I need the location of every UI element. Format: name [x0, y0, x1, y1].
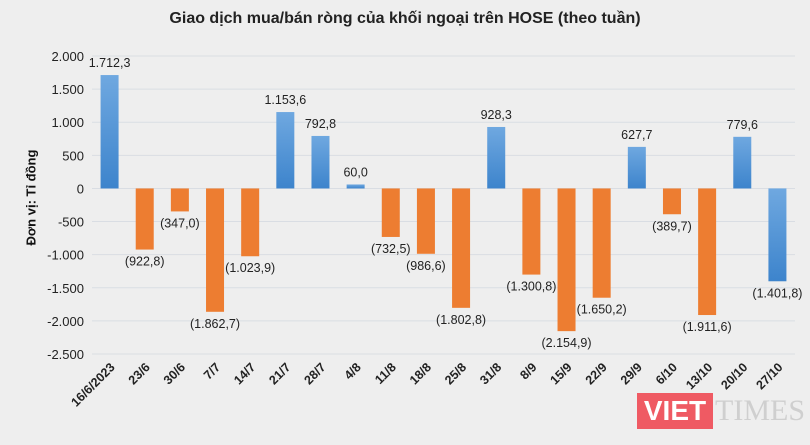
y-tick-label: -2.000 [47, 314, 84, 329]
data-label: 627,7 [621, 128, 652, 142]
bar [170, 188, 189, 212]
data-label: (922,8) [125, 255, 165, 269]
x-tick-label: 23/6 [126, 360, 153, 387]
x-tick-label: 11/8 [372, 360, 399, 387]
data-label: (1.802,8) [436, 313, 486, 327]
data-label: 779,6 [727, 118, 758, 132]
x-tick-label: 25/8 [442, 360, 469, 387]
data-label: (1.401,8) [752, 286, 802, 300]
x-tick-label: 21/7 [266, 360, 293, 387]
bar [241, 188, 260, 257]
bar [522, 188, 541, 275]
x-tick-label: 7/7 [201, 360, 223, 382]
bar [698, 188, 717, 316]
y-tick-label: -1.500 [47, 281, 84, 296]
x-tick-label: 8/9 [517, 360, 539, 382]
y-tick-label: 1.500 [51, 82, 84, 97]
data-label: (347,0) [160, 216, 200, 230]
bar [311, 135, 330, 189]
bar [276, 112, 295, 189]
bar [557, 188, 576, 332]
data-label: (1.023,9) [225, 261, 275, 275]
bar [100, 75, 119, 189]
data-label: 928,3 [481, 108, 512, 122]
y-tick-label: 500 [62, 148, 84, 163]
data-label: 792,8 [305, 117, 336, 131]
data-label: (389,7) [652, 219, 692, 233]
bar [627, 146, 646, 189]
x-tick-label: 18/8 [407, 360, 434, 387]
x-tick-label: 31/8 [477, 360, 504, 387]
data-label: (1.862,7) [190, 317, 240, 331]
data-label: (1.300,8) [506, 280, 556, 294]
bar [487, 126, 506, 189]
bar [381, 188, 400, 237]
y-tick-label: -500 [58, 215, 84, 230]
bar [452, 188, 471, 308]
y-tick-label: -1.000 [47, 248, 84, 263]
y-tick-label: 0 [77, 181, 84, 196]
x-tick-label: 28/7 [301, 360, 328, 387]
data-label: (986,6) [406, 259, 446, 273]
x-tick-label: 6/10 [653, 360, 680, 387]
x-tick-label: 22/9 [583, 360, 610, 387]
x-tick-label: 30/6 [161, 360, 188, 387]
x-tick-label: 4/8 [342, 360, 364, 382]
bar [206, 188, 225, 312]
x-tick-label: 14/7 [231, 360, 258, 387]
bar [346, 184, 365, 189]
logo-times: TIMES [715, 394, 805, 427]
data-label: 1.712,3 [89, 56, 131, 70]
bar [733, 136, 752, 189]
bar [416, 188, 435, 254]
bar [135, 188, 154, 250]
data-label: 1.153,6 [264, 93, 306, 107]
x-tick-label: 15/9 [548, 360, 575, 387]
x-tick-label: 29/9 [618, 360, 645, 387]
chart-title: Giao dịch mua/bán ròng của khối ngoại tr… [169, 10, 641, 27]
logo-viet: VIET [637, 393, 713, 429]
data-label: (1.911,6) [683, 320, 732, 334]
y-tick-label: -2.500 [47, 347, 84, 362]
y-tick-label: 1.000 [51, 115, 84, 130]
data-label: (1.650,2) [577, 303, 627, 317]
bar [768, 188, 787, 282]
viettimes-logo: VIET TIMES [637, 388, 807, 434]
bar [592, 188, 611, 298]
y-tick-label: 2.000 [51, 49, 84, 64]
x-tick-label: 16/6/2023 [68, 360, 117, 409]
data-label: 60,0 [343, 165, 367, 179]
data-label: (732,5) [371, 242, 411, 256]
bar [662, 188, 681, 215]
data-label: (2.154,9) [542, 336, 592, 350]
